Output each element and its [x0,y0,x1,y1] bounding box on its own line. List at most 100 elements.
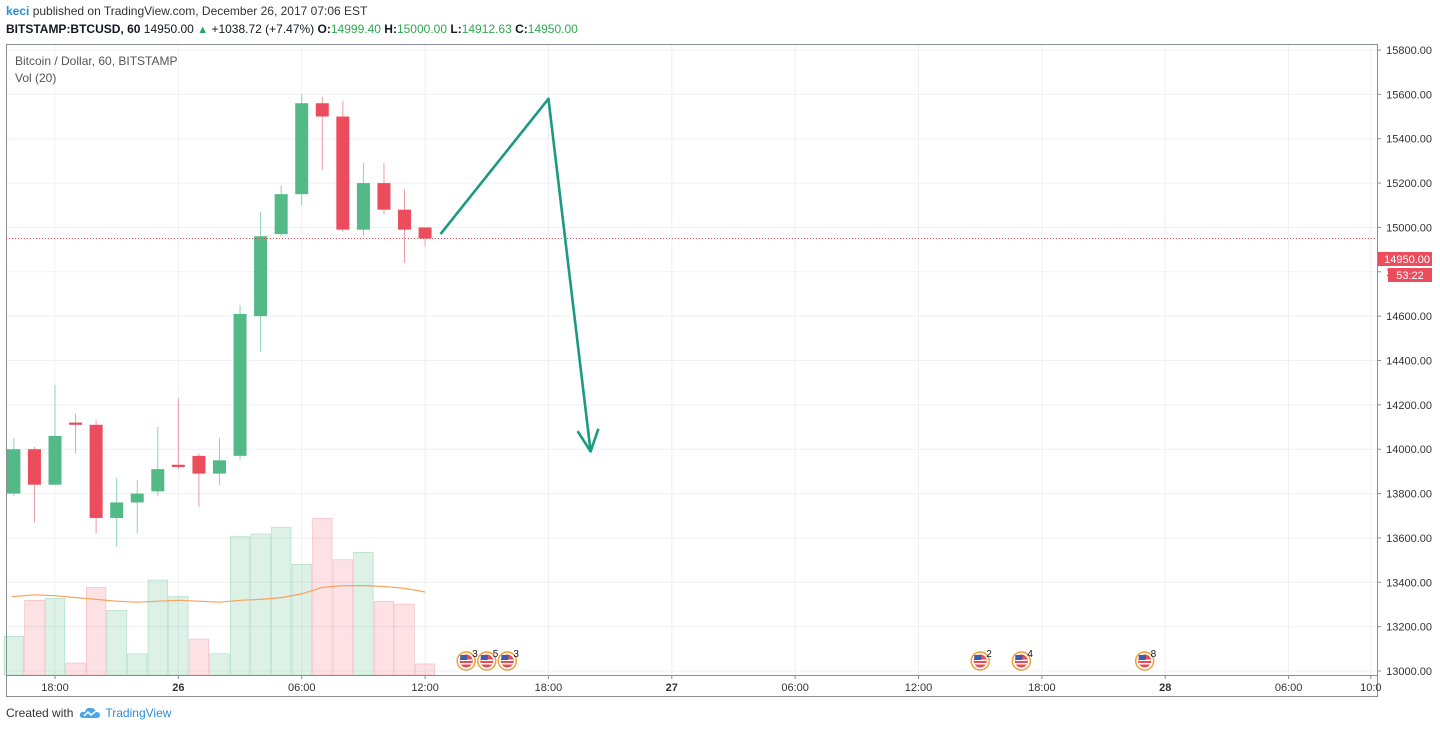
author-name[interactable]: keci [6,4,30,18]
flag-stripe [1015,659,1028,661]
volume-bar [147,579,168,676]
volume-bar [65,662,86,676]
volume-bar [414,663,436,676]
volume-bars [3,517,436,676]
symbol-label: BITSTAMP:BTCUSD, 60 [6,22,141,36]
high-value: 15000.00 [396,22,448,36]
volume-bar [106,610,127,676]
candle-body [233,313,247,456]
created-with-text: Created with [6,706,74,720]
candle-body [315,103,329,117]
time-tick-label: 06:00 [1275,682,1303,694]
volume-bar [394,603,415,676]
volume-bar [44,598,66,676]
us-flag-event-icon[interactable]: 3 [456,649,478,671]
volume-bar [86,587,107,676]
flag-stripe [460,663,473,665]
volume-bar [312,517,333,676]
candle-body [151,469,165,492]
volume-bar [373,600,395,676]
price-tick-label: 14200.00 [1386,400,1432,412]
us-flag-event-icon[interactable]: 4 [1011,649,1033,671]
candle-body [27,449,41,485]
last-price-badge-text: 14950.00 [1384,254,1430,266]
time-tick-label: 18:00 [41,682,69,694]
flag-canton [1138,655,1146,660]
flag-stripe [974,663,987,665]
time-tick-label: 12:00 [411,682,439,694]
time-tick-label: 12:00 [905,682,933,694]
flag-stripe [501,663,514,665]
flag-canton [1015,655,1023,660]
price-tick-label: 13000.00 [1386,666,1432,678]
price-tick-label: 13600.00 [1386,533,1432,545]
event-count: 3 [513,649,519,660]
economic-events: 3 5 3 2 4 8 [456,649,1157,671]
volume-bar [188,638,209,676]
flag-stripe [501,659,514,661]
flag-stripe [460,659,473,661]
flag-canton [460,655,468,660]
time-tick-label: 27 [666,682,678,694]
candle-body [377,183,391,210]
price-change: +1038.72 (+7.47%) [211,22,315,36]
candle-body [48,435,62,485]
open-label: O: [317,22,331,36]
price-tick-label: 14600.00 [1386,311,1432,323]
tradingview-brand: TradingView [105,706,172,720]
volume-bar [353,552,374,676]
up-triangle-icon: ▲ [197,24,209,36]
us-flag-event-icon[interactable]: 2 [970,649,992,671]
candle-body [89,424,103,518]
event-count: 3 [472,649,478,660]
publish-line: keci published on TradingView.com, Decem… [6,4,367,18]
volume-ma-line [11,585,426,603]
candle-body [356,183,370,230]
event-count: 4 [1027,649,1033,660]
chart-grid [6,44,1377,675]
low-value: 14912.63 [461,22,512,36]
price-tick-label: 14400.00 [1386,356,1432,368]
price-tick-label: 15600.00 [1386,89,1432,101]
open-value: 14999.40 [330,22,381,36]
price-tick-label: 15000.00 [1386,222,1432,234]
event-count: 2 [986,649,992,660]
flag-canton [480,655,488,660]
low-label: L: [450,22,462,36]
candle-body [212,460,226,474]
tradingview-cloud-icon [80,707,101,718]
tradingview-link[interactable]: TradingView [79,706,171,720]
volume-bar [229,536,251,676]
price-axis: 13000.00 13200.00 13400.00 13600.00 13800.00… [1377,45,1432,678]
candle-body [7,449,21,494]
time-tick-label: 18:00 [535,682,563,694]
candle-body [110,502,124,518]
chart-legend-title: Bitcoin / Dollar, 60, BITSTAMP [15,54,178,68]
candle-body [274,194,288,235]
projection-path [439,97,592,452]
price-tick-label: 15800.00 [1386,45,1432,57]
candle-body [295,103,309,195]
close-value: 14950.00 [527,22,578,36]
us-flag-event-icon[interactable]: 3 [497,649,519,671]
us-flag-event-icon[interactable]: 5 [477,649,499,671]
countdown-badge [1388,268,1432,282]
price-badge: 14950.00 53:22 [1378,252,1432,282]
time-tick-label: 28 [1159,682,1171,694]
chart-frame [6,44,1378,697]
time-tick-label: 06:00 [288,682,316,694]
candle-body [336,116,350,230]
price-tick-label: 13200.00 [1386,622,1432,634]
flag-stripe [1138,659,1151,661]
volume-legend: Vol (20) [15,71,56,85]
last-price-badge [1378,252,1432,266]
flag-stripe [1015,663,1028,665]
candle-body [69,422,83,425]
footer: Created with TradingView [6,706,171,720]
price-tick-label: 13800.00 [1386,489,1432,501]
projection-arrowhead [576,428,600,453]
us-flag-event-icon[interactable]: 8 [1134,649,1157,671]
volume-bar [271,527,292,676]
flag-canton [974,655,982,660]
